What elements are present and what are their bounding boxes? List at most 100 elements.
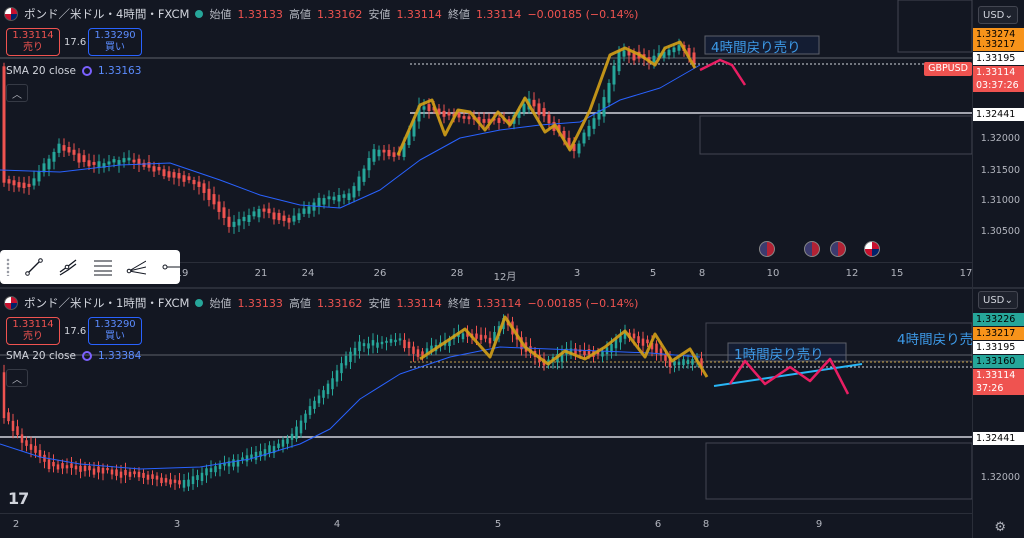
pitchfork-tool-icon[interactable]: [126, 257, 146, 277]
currency-select[interactable]: USD ⌄: [978, 291, 1018, 309]
candle-body: [277, 212, 281, 221]
ray-tool-icon[interactable]: [160, 257, 180, 277]
buy-button[interactable]: 1.33290 買い: [88, 28, 142, 56]
high-value: 1.33162: [316, 7, 363, 21]
candle-body: [612, 65, 616, 85]
chart-plot-1h[interactable]: [0, 289, 972, 513]
price-tag-level: 1.32441: [973, 108, 1024, 121]
candle-body: [212, 194, 216, 205]
price-label: 1.30500: [980, 226, 1020, 237]
price-tag-high: 1.33226: [973, 313, 1024, 326]
price-scale-1h[interactable]: USD ⌄ 1.33226 1.33217 1.33195 1.33160 1.3…: [972, 289, 1024, 538]
sma-indicator-1h[interactable]: SMA 20 close 1.33384: [6, 350, 141, 362]
candle-body: [25, 440, 28, 446]
line-tool-icon[interactable]: [24, 257, 44, 277]
symbol-title[interactable]: ポンド／米ドル・1時間・FXCM: [24, 296, 190, 310]
currency-select[interactable]: USD ⌄: [978, 6, 1018, 24]
countdown-tag: 03:37:26: [973, 79, 1024, 92]
price-tag-last: 1.33114: [973, 66, 1024, 79]
candle-body: [484, 335, 487, 339]
candle-body: [700, 358, 703, 368]
annotation-4h-sell[interactable]: 4時間戻り売: [897, 332, 974, 348]
time-axis-4h[interactable]: 19 21 24 26 28 12月 3 5 8 10 12 15 17: [0, 262, 972, 287]
settings-icon[interactable]: ⚙: [994, 520, 1006, 535]
candle-body: [292, 215, 296, 222]
sma-settings-icon[interactable]: [82, 351, 92, 361]
candle-body: [677, 361, 681, 365]
uk-flag-icon[interactable]: [864, 241, 880, 257]
candle-body: [47, 158, 51, 170]
tradingview-logo-icon[interactable]: 17: [8, 489, 29, 508]
candle-body: [142, 162, 146, 167]
buy-button[interactable]: 1.33290 買い: [88, 317, 142, 345]
candle-body: [602, 97, 606, 117]
candle-body: [407, 131, 411, 146]
zone-box: [699, 115, 972, 155]
pane-divider[interactable]: [0, 287, 1024, 289]
candle-body: [192, 179, 196, 185]
candle-body: [614, 339, 618, 349]
time-label: 8: [698, 268, 706, 279]
drag-handle-icon[interactable]: [6, 258, 10, 276]
time-axis-1h[interactable]: 2 3 4 5 6 8 9: [0, 513, 972, 538]
sma-label: SMA 20 close: [6, 65, 76, 77]
us-flag-icon[interactable]: [804, 241, 820, 257]
candle-body: [587, 349, 591, 355]
chart-plot-4h[interactable]: [0, 0, 972, 262]
candle-body: [687, 48, 691, 57]
candle-body: [27, 183, 31, 187]
candle-body: [56, 464, 60, 470]
candle-body: [421, 351, 424, 356]
candle-body: [317, 395, 321, 404]
candle-body: [205, 468, 208, 476]
candle-body: [87, 160, 91, 167]
sma-indicator-4h[interactable]: SMA 20 close 1.33163: [6, 65, 141, 77]
candle-body: [522, 103, 526, 113]
price-tag-line: 1.33195: [973, 52, 1024, 65]
us-flag-icon[interactable]: [759, 241, 775, 257]
candle-body: [182, 479, 186, 488]
chart-pane-4h[interactable]: ポンド／米ドル・4時間・FXCM 始値 1.33133 高値 1.33162 安…: [0, 0, 1024, 287]
channel-tool-icon[interactable]: [58, 257, 78, 277]
open-label: 始値: [209, 8, 232, 21]
chevron-up-icon[interactable]: ︿: [6, 84, 28, 102]
annotation-1h-sell[interactable]: 1時間戻り売り: [734, 347, 824, 363]
us-flag-icon[interactable]: [830, 241, 846, 257]
candle-body: [223, 462, 226, 466]
fib-tool-icon[interactable]: [92, 257, 112, 277]
time-label: 19: [175, 268, 189, 279]
sma-settings-icon[interactable]: [82, 66, 92, 76]
candle-body: [627, 50, 631, 56]
candle-body: [257, 208, 261, 218]
candle-body: [385, 340, 388, 343]
candle-body: [466, 332, 469, 337]
candle-body: [607, 82, 611, 103]
candle-body: [331, 378, 334, 390]
candle-body: [362, 168, 366, 182]
chevron-up-icon[interactable]: ︿: [6, 369, 28, 387]
candle-body: [162, 169, 166, 177]
legend-1h: ポンド／米ドル・1時間・FXCM 始値 1.33133 高値 1.33162 安…: [4, 295, 638, 311]
candle-body: [82, 155, 86, 162]
candle-body: [372, 149, 376, 162]
candle-body: [610, 343, 613, 353]
candle-body: [2, 66, 6, 183]
candle-body: [537, 103, 541, 115]
chart-pane-1h[interactable]: ポンド／米ドル・1時間・FXCM 始値 1.33133 高値 1.33162 安…: [0, 289, 1024, 538]
buy-label: 買い: [105, 331, 125, 342]
candle-body: [367, 158, 371, 171]
annotation-4h-sell[interactable]: 4時間戻り売り: [711, 40, 801, 56]
price-scale-4h[interactable]: USD ⌄ 1.33274 1.33217 1.33195 1.33114 03:…: [972, 0, 1024, 287]
low-value: 1.33114: [396, 7, 442, 21]
time-label: 12月: [493, 272, 517, 283]
candle-body: [77, 153, 81, 163]
candle-body: [182, 175, 186, 182]
candle-body: [673, 361, 676, 366]
candle-body: [142, 472, 145, 478]
candle-body: [297, 213, 301, 220]
sell-button[interactable]: 1.33114 売り: [6, 28, 60, 56]
sma-line: [0, 64, 701, 209]
symbol-title[interactable]: ポンド／米ドル・4時間・FXCM: [24, 7, 190, 21]
annotation-box: [727, 342, 847, 362]
sell-button[interactable]: 1.33114 売り: [6, 317, 60, 345]
